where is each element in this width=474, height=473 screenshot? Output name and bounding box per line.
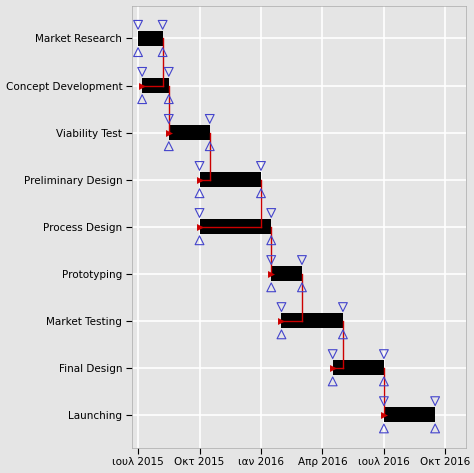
- Bar: [142, 78, 169, 93]
- Point: [339, 303, 346, 311]
- Point: [298, 256, 306, 264]
- Point: [138, 96, 146, 103]
- Point: [267, 256, 275, 264]
- Point: [165, 115, 173, 123]
- Point: [329, 350, 337, 358]
- Point: [196, 209, 203, 217]
- Point: [196, 190, 203, 197]
- Point: [134, 48, 142, 56]
- Point: [267, 236, 275, 244]
- Bar: [200, 172, 261, 187]
- Point: [196, 223, 203, 230]
- Point: [267, 270, 275, 278]
- Point: [329, 364, 337, 371]
- Point: [196, 162, 203, 170]
- Point: [138, 68, 146, 76]
- Point: [165, 96, 173, 103]
- Point: [159, 48, 166, 56]
- Point: [138, 82, 146, 89]
- Point: [339, 331, 346, 338]
- Bar: [282, 313, 343, 328]
- Bar: [384, 407, 435, 422]
- Point: [380, 397, 388, 405]
- Point: [267, 209, 275, 217]
- Point: [298, 283, 306, 291]
- Point: [165, 129, 173, 136]
- Point: [165, 68, 173, 76]
- Point: [206, 142, 214, 150]
- Bar: [138, 31, 163, 46]
- Bar: [271, 266, 302, 281]
- Point: [134, 21, 142, 29]
- Point: [159, 21, 166, 29]
- Point: [196, 176, 203, 184]
- Bar: [169, 125, 210, 140]
- Point: [267, 283, 275, 291]
- Bar: [200, 219, 271, 234]
- Point: [380, 350, 388, 358]
- Point: [380, 377, 388, 385]
- Point: [380, 425, 388, 432]
- Bar: [333, 360, 384, 375]
- Point: [257, 190, 265, 197]
- Point: [278, 303, 285, 311]
- Point: [196, 236, 203, 244]
- Point: [257, 162, 265, 170]
- Point: [431, 397, 439, 405]
- Point: [278, 317, 285, 324]
- Point: [329, 377, 337, 385]
- Point: [165, 142, 173, 150]
- Point: [278, 331, 285, 338]
- Point: [380, 411, 388, 419]
- Point: [431, 425, 439, 432]
- Point: [206, 115, 214, 123]
